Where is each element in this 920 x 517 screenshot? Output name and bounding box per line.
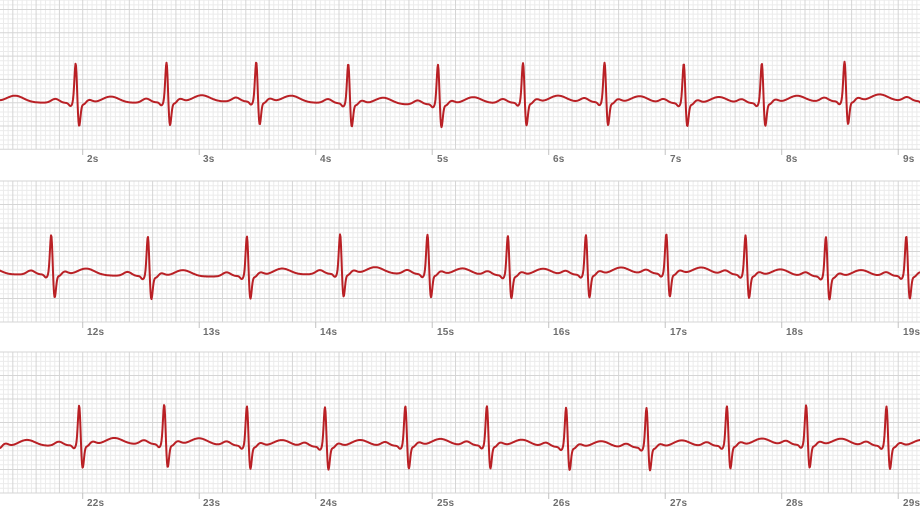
time-label: 24s — [320, 498, 338, 509]
time-label: 29s — [903, 498, 920, 509]
time-label: 23s — [203, 498, 221, 509]
time-label: 3s — [203, 154, 215, 165]
ecg-strip-3-plot — [0, 351, 920, 499]
time-label: 26s — [553, 498, 571, 509]
time-label: 17s — [670, 327, 688, 338]
ecg-strip-1-plot — [0, 0, 920, 155]
time-label: 13s — [203, 327, 221, 338]
time-label: 16s — [553, 327, 571, 338]
ecg-strip-2: 12s 13s 14s 15s 16s 17s 18s 19s — [0, 180, 920, 352]
time-label: 19s — [903, 327, 920, 338]
time-label: 22s — [87, 498, 105, 509]
time-label: 28s — [786, 498, 804, 509]
ecg-strip-1-canvas — [0, 0, 920, 155]
time-label: 7s — [670, 154, 682, 165]
time-label: 14s — [320, 327, 338, 338]
time-label: 6s — [553, 154, 565, 165]
time-label: 8s — [786, 154, 798, 165]
time-label: 27s — [670, 498, 688, 509]
ecg-strip-3-canvas — [0, 351, 920, 499]
ecg-strip-1-time-axis: 2s 3s 4s 5s 6s 7s 8s 9s — [0, 149, 920, 181]
ecg-strip-3: 22s 23s 24s 25s 26s 27s 28s 29s — [0, 351, 920, 517]
time-label: 2s — [87, 154, 99, 165]
ecg-strip-2-canvas — [0, 180, 920, 328]
time-label: 18s — [786, 327, 804, 338]
time-label: 25s — [437, 498, 455, 509]
ecg-strip-3-time-axis: 22s 23s 24s 25s 26s 27s 28s 29s — [0, 493, 920, 517]
time-label: 12s — [87, 327, 105, 338]
time-label: 4s — [320, 154, 332, 165]
ecg-strip-2-plot — [0, 180, 920, 328]
time-label: 5s — [437, 154, 449, 165]
time-label: 9s — [903, 154, 915, 165]
ecg-strip-1: 2s 3s 4s 5s 6s 7s 8s 9s — [0, 0, 920, 181]
ecg-strip-2-time-axis: 12s 13s 14s 15s 16s 17s 18s 19s — [0, 322, 920, 352]
time-label: 15s — [437, 327, 455, 338]
